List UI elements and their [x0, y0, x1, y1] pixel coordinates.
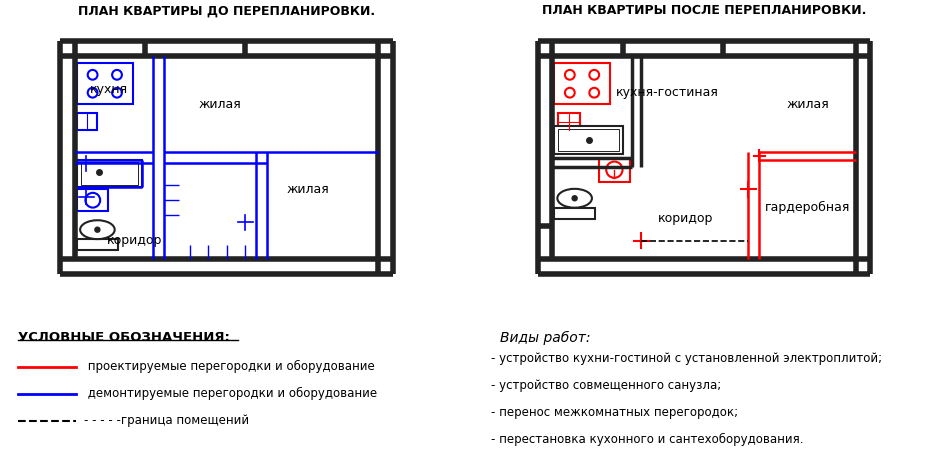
Bar: [557, 129, 618, 152]
Bar: [80, 162, 138, 185]
Text: УСЛОВНЫЕ ОБОЗНАЧЕНИЯ:: УСЛОВНЫЕ ОБОЗНАЧЕНИЯ:: [18, 331, 229, 344]
Text: - - - - -граница помещений: - - - - -граница помещений: [84, 415, 249, 427]
Circle shape: [94, 227, 100, 232]
Title: ПЛАН КВАРТИРЫ ДО ПЕРЕПЛАНИРОВКИ.: ПЛАН КВАРТИРЫ ДО ПЕРЕПЛАНИРОВКИ.: [78, 5, 375, 17]
Ellipse shape: [557, 189, 591, 207]
Text: кухня-гостиная: кухня-гостиная: [615, 86, 717, 100]
Ellipse shape: [80, 220, 114, 239]
Text: коридор: коридор: [107, 234, 161, 248]
Bar: [77, 239, 118, 250]
Bar: [77, 189, 109, 211]
Text: жилая: жилая: [198, 97, 241, 111]
Bar: [554, 207, 595, 219]
Text: жилая: жилая: [785, 97, 828, 111]
Text: коридор: коридор: [657, 212, 713, 225]
Bar: [557, 113, 580, 130]
Text: - перенос межкомнатных перегородок;: - перенос межкомнатных перегородок;: [491, 406, 737, 419]
Bar: [77, 113, 97, 130]
Title: ПЛАН КВАРТИРЫ ПОСЛЕ ПЕРЕПЛАНИРОВКИ.: ПЛАН КВАРТИРЫ ПОСЛЕ ПЕРЕПЛАНИРОВКИ.: [541, 5, 866, 17]
Bar: [554, 63, 609, 104]
Text: проектируемые перегородки и оборудование: проектируемые перегородки и оборудование: [84, 360, 375, 374]
Text: Виды работ:: Виды работ:: [499, 331, 590, 345]
Text: гардеробная: гардеробная: [764, 201, 850, 214]
Text: - устройство кухни-гостиной с установленной электроплитой;: - устройство кухни-гостиной с установлен…: [491, 352, 881, 365]
Text: - перестановка кухонного и сантехоборудования.: - перестановка кухонного и сантехоборудо…: [491, 433, 802, 446]
Bar: [554, 126, 622, 154]
Text: жилая: жилая: [286, 182, 329, 196]
Text: демонтируемые перегородки и оборудование: демонтируемые перегородки и оборудование: [84, 387, 377, 400]
Text: кухня: кухня: [90, 83, 127, 96]
Text: - устройство совмещенного санузла;: - устройство совмещенного санузла;: [491, 379, 720, 392]
Bar: [77, 63, 132, 104]
Circle shape: [571, 196, 577, 201]
Bar: [77, 160, 142, 187]
Bar: [598, 158, 630, 182]
